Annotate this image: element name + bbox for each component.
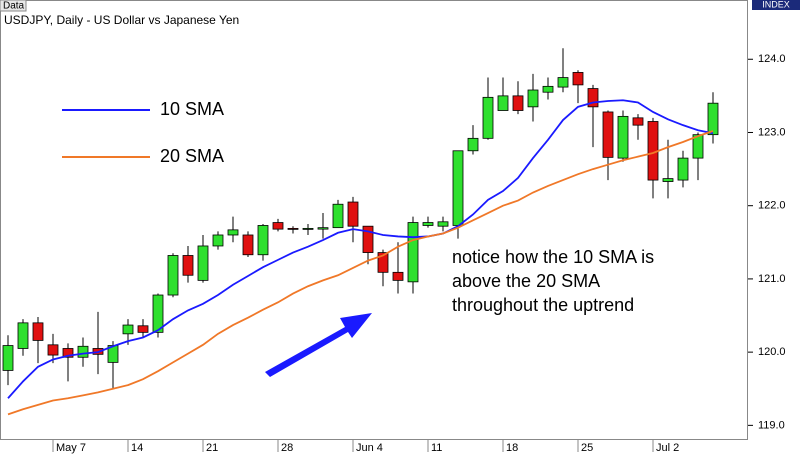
badge: INDEX (762, 0, 790, 9)
candle-body (542, 85, 554, 93)
candle-body (137, 325, 149, 333)
annotation: notice how the 10 SMA is (452, 247, 654, 267)
candle-body (692, 134, 704, 159)
candle-body (407, 222, 419, 283)
candle-body (602, 111, 614, 158)
candle-body (167, 255, 179, 296)
candle-body (287, 227, 299, 230)
candle-body (482, 96, 494, 139)
x-tick-label: Jul 2 (656, 442, 679, 454)
candle-body (32, 322, 44, 341)
sma-line (7, 99, 714, 399)
candle-body (227, 229, 239, 236)
candle-body (707, 102, 719, 136)
candle-body (257, 225, 269, 256)
candle-body (557, 77, 569, 88)
legend-label: 20 SMA (160, 146, 224, 166)
candle-body (347, 201, 359, 227)
candle-body (392, 271, 404, 281)
x-tick-label: 18 (506, 442, 518, 454)
arrow (265, 313, 372, 377)
candle-body (662, 178, 674, 182)
annotation: above the 20 SMA (452, 271, 600, 291)
candle-body (197, 245, 209, 281)
candle-body (422, 222, 434, 226)
candle-body (17, 322, 29, 349)
candle-body (497, 95, 509, 111)
y-tick-label: 122.0 (758, 200, 786, 212)
tag: Data (3, 1, 25, 12)
candle-body (587, 88, 599, 108)
y-tick-label: 120.0 (758, 346, 786, 358)
candle-body (272, 222, 284, 230)
candle-body (317, 227, 329, 230)
candle-body (302, 227, 314, 230)
candle-body (122, 324, 134, 335)
tag-box (0, 0, 27, 12)
candle-body (677, 157, 689, 181)
annotation: throughout the uptrend (452, 295, 634, 315)
x-tick-label: 11 (431, 442, 442, 454)
sma-line (7, 130, 714, 416)
x-tick-label: May 7 (56, 442, 86, 454)
badge-box (752, 0, 800, 10)
x-tick-label: 14 (131, 442, 143, 454)
candle-body (452, 150, 464, 226)
x-tick-label: Jun 4 (356, 442, 383, 454)
y-tick-label: 123.0 (758, 126, 786, 138)
candle-body (47, 344, 59, 356)
y-tick-label: 119.0 (758, 419, 785, 431)
y-tick-label: 121.0 (758, 273, 786, 285)
candle-body (437, 221, 449, 227)
x-tick-label: 21 (206, 442, 218, 454)
candle-body (377, 252, 389, 273)
legend-label: 10 SMA (160, 99, 224, 119)
plot-frame (0, 0, 748, 440)
candle-body (152, 294, 164, 333)
candle-body (332, 203, 344, 229)
candle-body (212, 234, 224, 247)
chart-title: USDJPY, Daily - US Dollar vs Japanese Ye… (4, 13, 239, 27)
candle-body (362, 225, 374, 253)
candle-body (572, 72, 584, 86)
candle-body (467, 137, 479, 152)
candle-body (2, 345, 14, 371)
y-tick-label: 124.0 (758, 53, 786, 65)
candle-body (617, 115, 629, 159)
x-tick-label: 25 (581, 442, 593, 454)
candle-body (62, 348, 74, 358)
candle-body (632, 117, 644, 126)
candle-body (242, 234, 254, 256)
x-tick-label: 28 (281, 442, 293, 454)
candle-body (512, 95, 524, 111)
candle-body (527, 89, 539, 108)
candle-body (77, 345, 89, 358)
candle-body (182, 255, 194, 276)
